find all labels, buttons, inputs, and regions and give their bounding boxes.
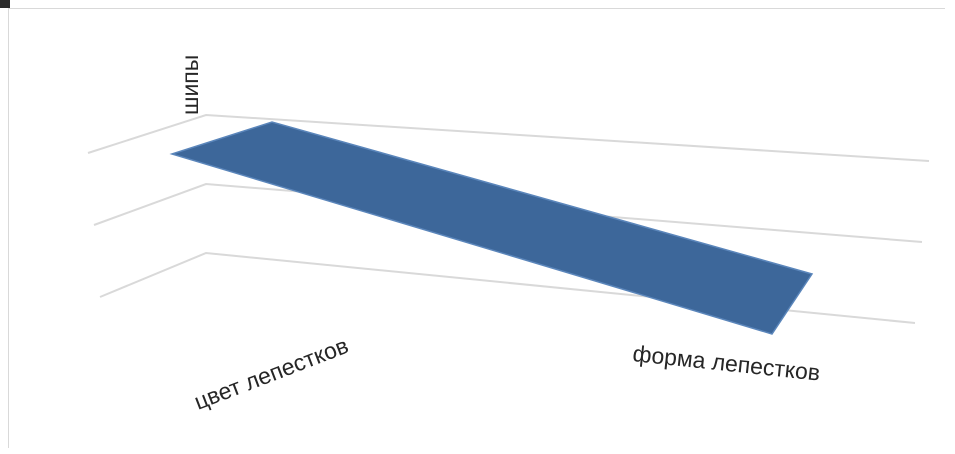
x-tick-label-color: цвет лепестков	[190, 332, 351, 415]
gridline-level-2	[93, 182, 923, 243]
gridline-level-2-path	[93, 182, 923, 243]
corner-mark	[0, 0, 10, 8]
x-tick-label-shape: форма лепестков	[631, 340, 821, 386]
chart-frame	[8, 8, 945, 448]
gridline-level-3-path	[87, 113, 930, 162]
depth-label-ships: шипы	[177, 55, 203, 115]
gridline-level-3	[87, 113, 930, 162]
series-layer	[169, 121, 814, 335]
series-surface-ribbon	[169, 121, 814, 335]
